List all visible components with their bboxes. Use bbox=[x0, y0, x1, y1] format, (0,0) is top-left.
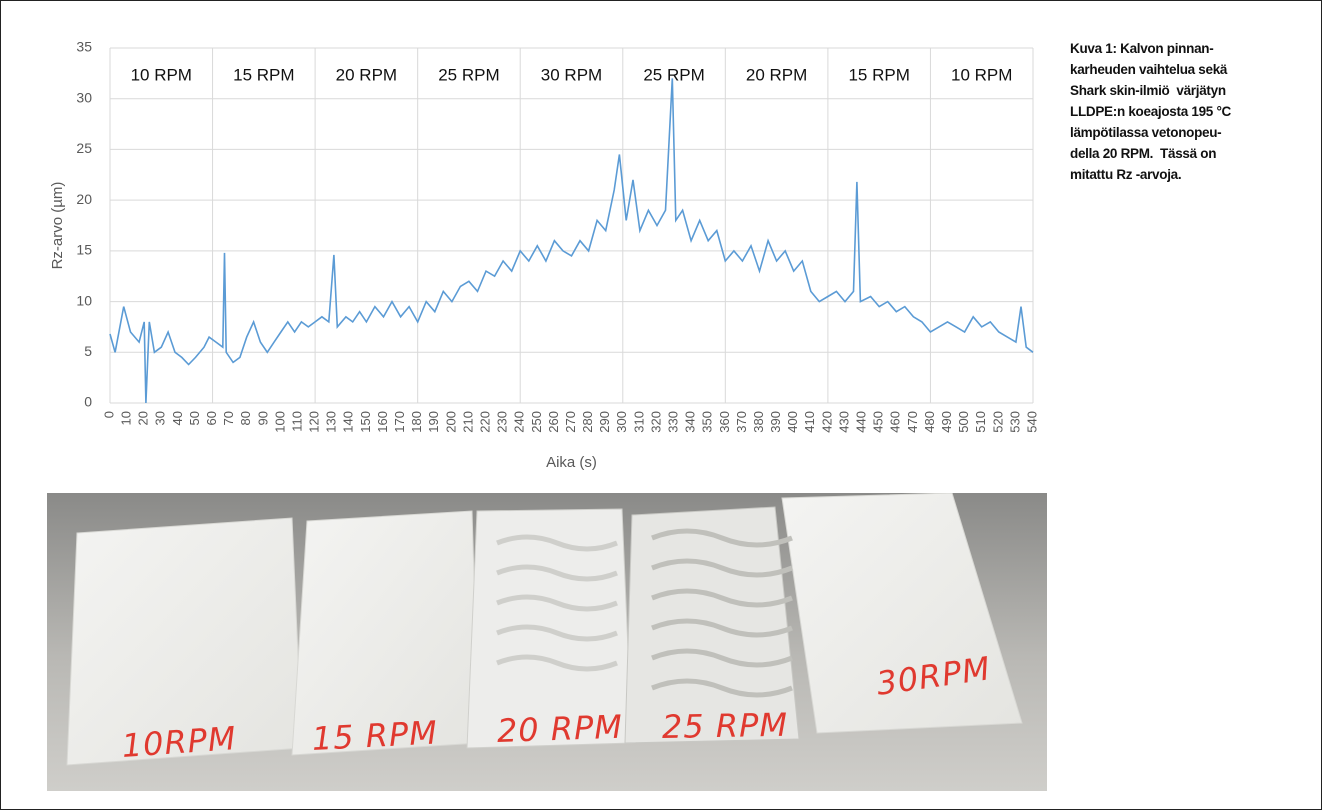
y-tick-label: 0 bbox=[84, 394, 92, 410]
x-tick-label: 130 bbox=[324, 411, 339, 433]
x-tick-label: 510 bbox=[973, 411, 988, 433]
x-tick-label: 300 bbox=[614, 411, 629, 433]
x-tick-label: 110 bbox=[289, 411, 304, 432]
x-tick-label: 140 bbox=[341, 411, 356, 433]
caption-line: Kuva 1: Kalvon pinnan- bbox=[1070, 38, 1310, 59]
y-tick-label: 30 bbox=[76, 89, 92, 105]
y-tick-label: 5 bbox=[84, 343, 92, 359]
segment-label: 20 RPM bbox=[336, 65, 397, 84]
x-tick-label: 50 bbox=[187, 411, 202, 425]
x-tick-label: 360 bbox=[717, 411, 732, 433]
x-tick-label: 200 bbox=[443, 411, 458, 433]
x-tick-label: 500 bbox=[956, 411, 971, 433]
x-tick-label: 540 bbox=[1024, 411, 1039, 433]
caption-line: Shark skin-ilmiö värjätyn bbox=[1070, 80, 1310, 101]
x-tick-label: 10 bbox=[119, 411, 134, 425]
x-tick-label: 260 bbox=[546, 411, 561, 433]
x-tick-label: 30 bbox=[153, 411, 168, 425]
caption-line: karheuden vaihtelua sekä bbox=[1070, 59, 1310, 80]
x-tick-label: 480 bbox=[922, 411, 937, 433]
segment-label: 25 RPM bbox=[438, 65, 499, 84]
x-tick-label: 240 bbox=[512, 411, 527, 433]
segment-label: 15 RPM bbox=[848, 65, 909, 84]
x-tick-label: 40 bbox=[170, 411, 185, 425]
data-line bbox=[110, 78, 1033, 403]
y-tick-label: 20 bbox=[76, 191, 92, 207]
caption-line: lämpötilassa vetonopeu- bbox=[1070, 122, 1310, 143]
x-tick-label: 100 bbox=[272, 411, 287, 433]
segment-label: 10 RPM bbox=[131, 65, 192, 84]
caption: Kuva 1: Kalvon pinnan-karheuden vaihtelu… bbox=[1070, 38, 1310, 185]
x-tick-label: 250 bbox=[529, 411, 544, 433]
x-axis-title: Aika (s) bbox=[546, 454, 597, 471]
x-tick-label: 150 bbox=[358, 411, 373, 433]
caption-line: LLDPE:n koeajosta 195 °C bbox=[1070, 101, 1310, 122]
x-tick-label: 70 bbox=[221, 411, 236, 425]
x-tick-label: 280 bbox=[580, 411, 595, 433]
x-tick-label: 470 bbox=[905, 411, 920, 433]
x-tick-label: 330 bbox=[665, 411, 680, 433]
x-tick-label: 220 bbox=[477, 411, 492, 433]
x-tick-label: 180 bbox=[409, 411, 424, 433]
x-tick-label: 430 bbox=[836, 411, 851, 433]
x-tick-label: 400 bbox=[785, 411, 800, 433]
x-tick-label: 160 bbox=[375, 411, 390, 433]
x-tick-label: 460 bbox=[888, 411, 903, 433]
y-tick-label: 15 bbox=[76, 242, 92, 258]
x-tick-label: 420 bbox=[819, 411, 834, 433]
segment-label: 10 RPM bbox=[951, 65, 1012, 84]
x-tick-label: 320 bbox=[648, 411, 663, 433]
segment-label: 25 RPM bbox=[643, 65, 704, 84]
caption-line: della 20 RPM. Tässä on bbox=[1070, 143, 1310, 164]
x-tick-label: 390 bbox=[768, 411, 783, 433]
x-tick-label: 450 bbox=[871, 411, 886, 433]
x-tick-label: 270 bbox=[563, 411, 578, 433]
x-tick-label: 530 bbox=[1007, 411, 1022, 433]
x-tick-label: 310 bbox=[631, 411, 646, 433]
x-tick-label: 60 bbox=[204, 411, 219, 425]
segment-label: 20 RPM bbox=[746, 65, 807, 84]
x-tick-label: 170 bbox=[392, 411, 407, 433]
y-tick-label: 10 bbox=[76, 292, 92, 308]
sheet-label: 10RPM bbox=[121, 719, 238, 765]
x-tick-label: 520 bbox=[990, 411, 1005, 433]
x-tick-label: 380 bbox=[751, 411, 766, 433]
x-tick-label: 290 bbox=[597, 411, 612, 433]
x-tick-label: 340 bbox=[683, 411, 698, 433]
y-axis-title: Rz-arvo (µm) bbox=[49, 182, 66, 270]
x-tick-label: 190 bbox=[426, 411, 441, 433]
x-tick-label: 350 bbox=[700, 411, 715, 433]
segment-label: 30 RPM bbox=[541, 65, 602, 84]
sheet-label: 15 RPM bbox=[311, 713, 439, 758]
x-tick-label: 0 bbox=[101, 411, 116, 418]
sheet-label: 20 RPM bbox=[496, 708, 623, 750]
x-tick-label: 410 bbox=[802, 411, 817, 433]
x-tick-label: 210 bbox=[460, 411, 475, 433]
x-tick-label: 230 bbox=[495, 411, 510, 433]
x-tick-label: 370 bbox=[734, 411, 749, 433]
x-tick-label: 20 bbox=[136, 411, 151, 425]
sheet-label: 25 RPM bbox=[662, 706, 789, 746]
y-tick-label: 25 bbox=[76, 140, 92, 156]
x-tick-label: 80 bbox=[238, 411, 253, 425]
x-tick-label: 490 bbox=[939, 411, 954, 433]
x-tick-label: 440 bbox=[854, 411, 869, 433]
segment-label: 15 RPM bbox=[233, 65, 294, 84]
x-tick-label: 90 bbox=[255, 411, 270, 425]
x-tick-label: 120 bbox=[307, 411, 322, 433]
y-tick-label: 35 bbox=[76, 39, 92, 55]
caption-line: mitattu Rz -arvoja. bbox=[1070, 164, 1310, 185]
